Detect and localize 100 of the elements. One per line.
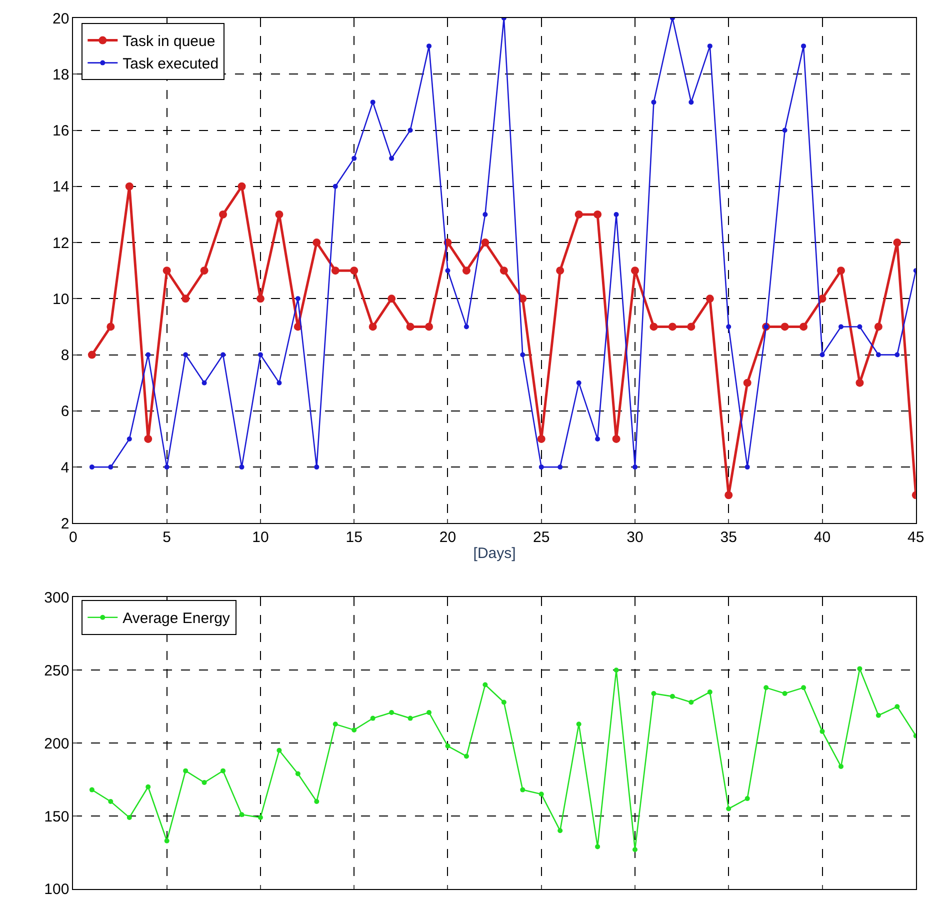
y-tick-label: 2: [60, 515, 70, 532]
point: [276, 748, 282, 753]
point: [426, 44, 432, 49]
point: [220, 768, 226, 774]
point: [820, 352, 825, 358]
x-tick-label: 45: [908, 529, 924, 546]
point: [857, 666, 862, 672]
point: [388, 294, 396, 303]
point: [275, 210, 284, 218]
point: [724, 491, 733, 500]
point: [538, 464, 544, 470]
point: [874, 322, 882, 331]
point: [162, 266, 171, 275]
point: [331, 266, 340, 275]
x-tick-label: 35: [720, 529, 737, 546]
y-tick-label: 300: [44, 589, 70, 606]
point: [574, 210, 583, 218]
point: [276, 380, 282, 386]
point: [89, 464, 94, 470]
point: [406, 322, 414, 331]
point: [893, 238, 902, 247]
point: [108, 464, 114, 470]
point: [558, 828, 563, 834]
point: [464, 754, 469, 759]
point: [595, 436, 600, 442]
point: [258, 352, 263, 358]
point: [146, 352, 151, 358]
point: [408, 128, 413, 133]
point: [764, 685, 769, 690]
point: [88, 350, 96, 359]
y-tick-label: 200: [44, 735, 70, 752]
point: [239, 812, 244, 818]
point: [650, 322, 658, 331]
point: [425, 322, 434, 331]
point: [108, 798, 114, 804]
point: [256, 294, 264, 303]
y-tick-label: 18: [52, 66, 70, 84]
point: [183, 352, 188, 358]
point: [687, 322, 696, 331]
point: [820, 728, 825, 734]
point: [126, 436, 132, 442]
point: [744, 464, 750, 470]
x-axis-title: [Days]: [473, 545, 516, 562]
point: [576, 722, 582, 727]
point: [332, 184, 338, 189]
point: [295, 296, 300, 302]
y-tick-label: 16: [52, 122, 70, 140]
point: [632, 847, 638, 852]
point: [182, 294, 190, 303]
point: [220, 352, 226, 358]
point: [537, 434, 546, 443]
point: [389, 710, 394, 715]
y-tick-label: 150: [44, 808, 70, 826]
y-tick-label: 250: [44, 662, 70, 680]
y-tick-label: 12: [52, 234, 70, 252]
y-tick-label: 6: [60, 403, 70, 420]
point: [89, 787, 94, 792]
point: [481, 238, 490, 247]
y-tick-label: 8: [60, 347, 70, 364]
point: [670, 694, 675, 699]
point: [314, 798, 320, 804]
point: [408, 716, 413, 721]
point: [426, 710, 432, 715]
x-tick-label: 20: [439, 529, 456, 546]
point: [614, 212, 619, 217]
y-tick-label: 14: [52, 178, 70, 196]
point: [125, 182, 134, 190]
y-tick-label: 4: [60, 459, 70, 476]
point: [389, 156, 394, 161]
point: [482, 212, 488, 217]
point: [445, 268, 450, 274]
point: [106, 322, 115, 331]
point: [800, 322, 808, 331]
x-tick-label: 25: [533, 529, 550, 546]
point: [838, 764, 844, 769]
point: [368, 322, 377, 331]
point: [295, 771, 300, 776]
point: [894, 352, 900, 358]
point: [744, 796, 750, 802]
point: [200, 266, 208, 275]
point: [688, 100, 694, 105]
x-tick-label: 40: [814, 529, 831, 546]
point: [801, 44, 806, 49]
point: [857, 324, 862, 330]
point: [500, 266, 508, 275]
y-tick-label: 10: [52, 290, 70, 308]
point: [501, 700, 506, 705]
point: [856, 378, 864, 387]
point: [558, 464, 563, 470]
point: [312, 238, 321, 247]
point: [352, 727, 357, 732]
point: [594, 210, 602, 218]
point: [202, 380, 207, 386]
point: [350, 266, 358, 275]
point: [838, 324, 844, 330]
point: [651, 691, 656, 696]
point: [164, 838, 170, 844]
x-tick-label: 30: [626, 529, 644, 546]
point: [632, 464, 638, 470]
point: [876, 712, 881, 718]
